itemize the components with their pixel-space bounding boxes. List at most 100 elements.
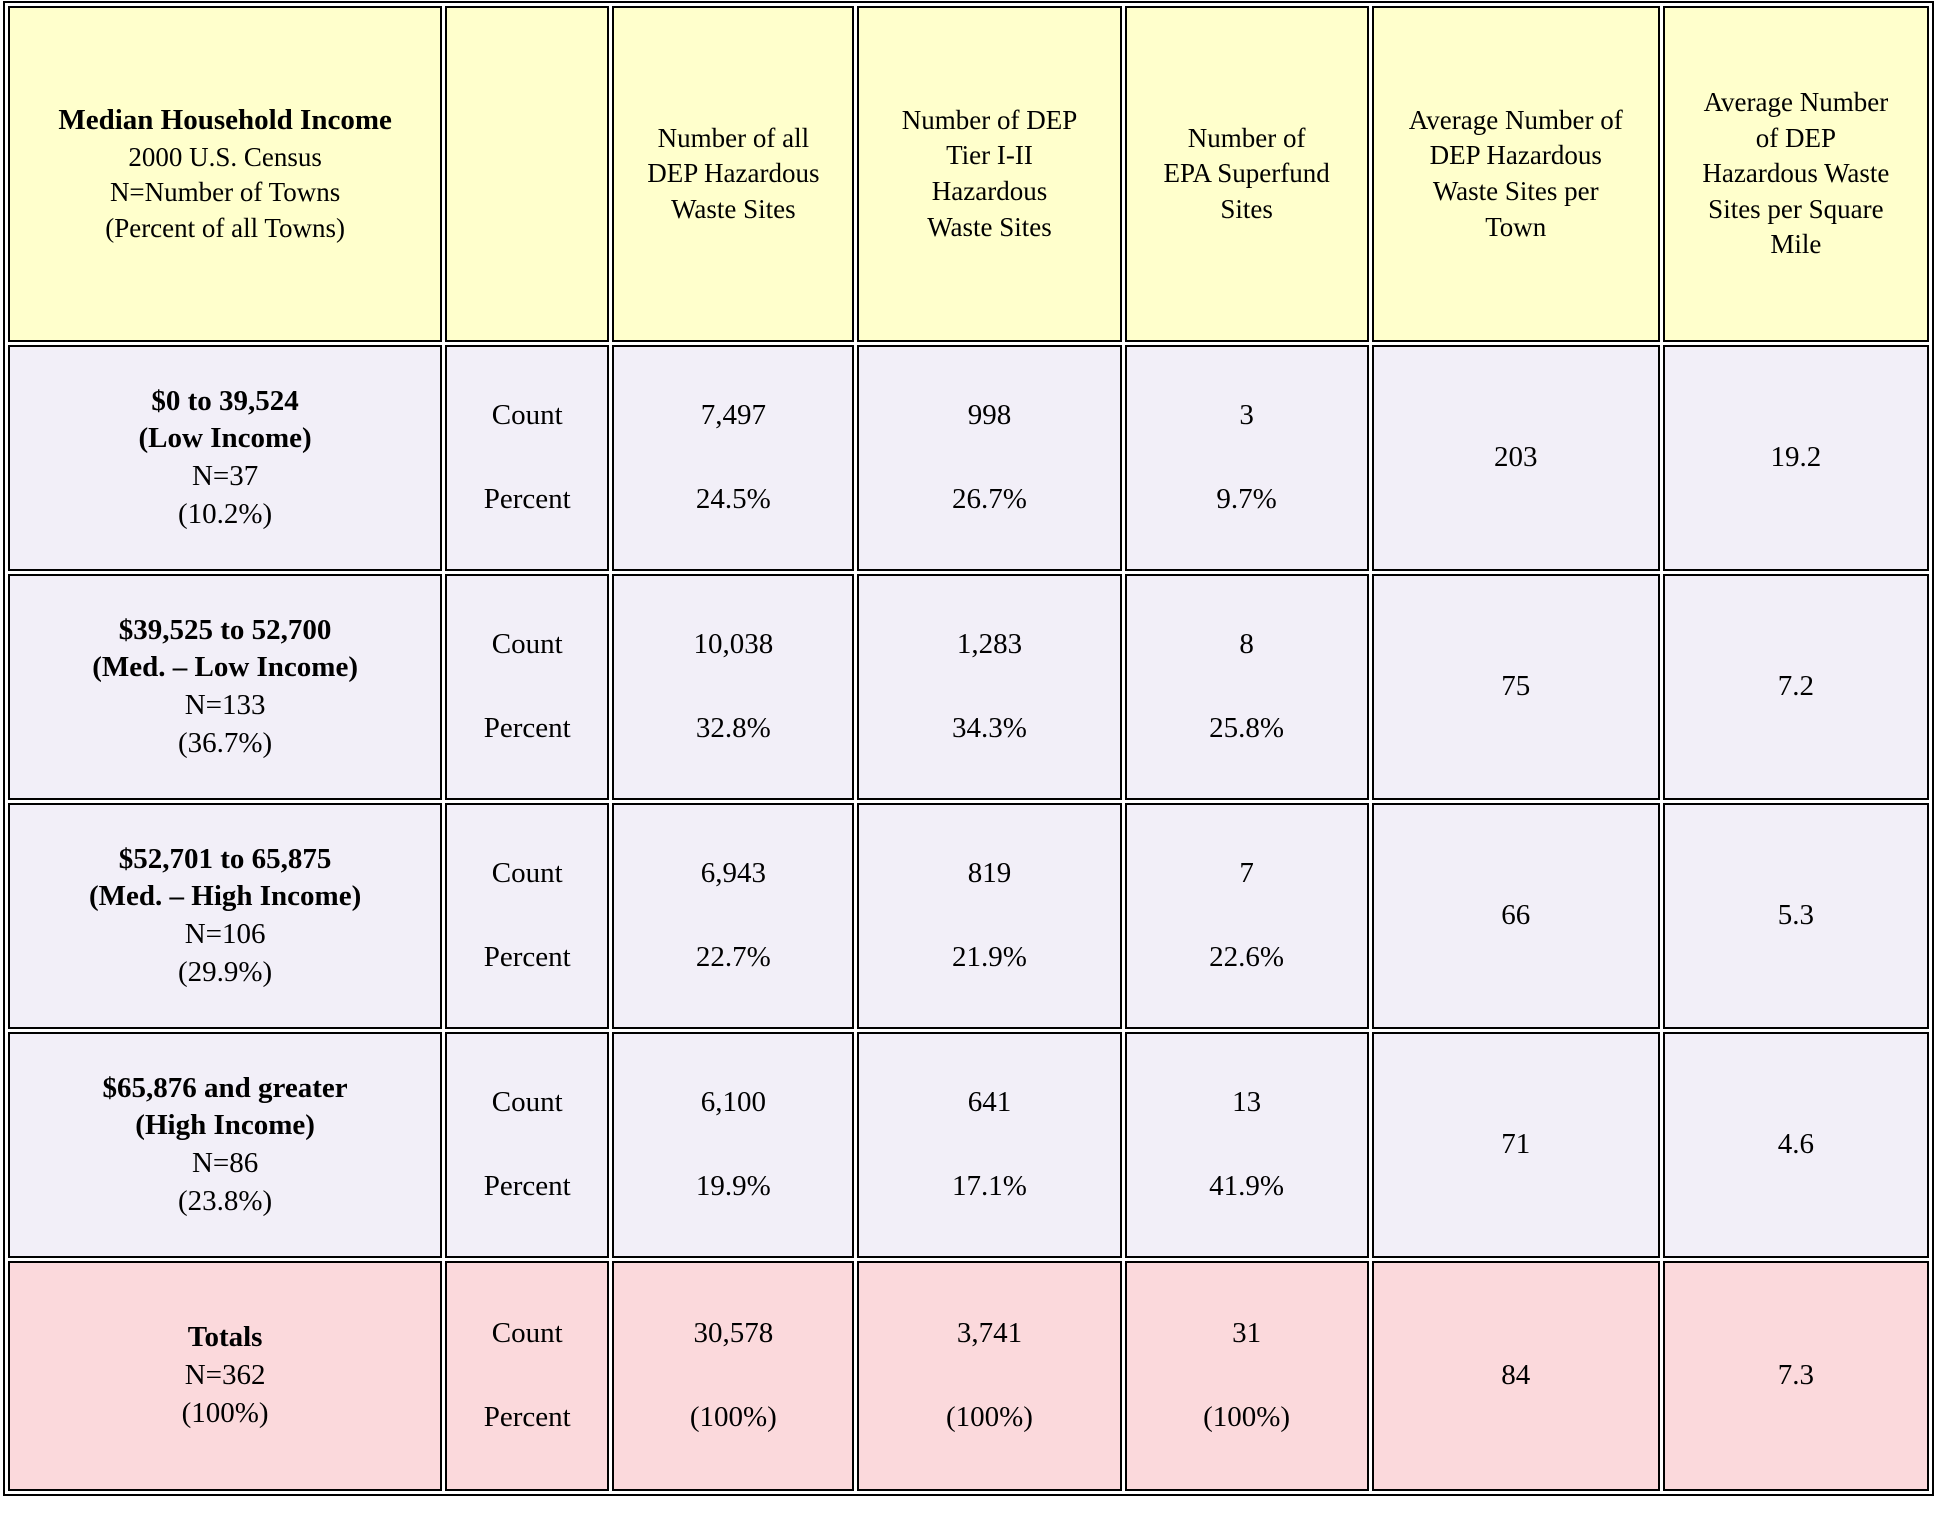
- percent-label: Percent: [483, 941, 571, 973]
- header-income-title: Median Household Income: [58, 104, 392, 137]
- count-value: 10,038: [693, 628, 774, 661]
- tier-sites-cell: 641 17.1%: [857, 1032, 1122, 1258]
- avg-per-sq-mile-cell: 7.3: [1662, 1261, 1929, 1491]
- count-value: 819: [967, 857, 1012, 890]
- header-spacer-cell: [445, 6, 610, 342]
- percent-value: 21.9%: [952, 941, 1027, 973]
- avg-per-town-cell: 71: [1371, 1032, 1660, 1258]
- income-range-label: $52,701 to 65,875 (Med. – High Income): [88, 842, 362, 913]
- count-value: 7: [1239, 857, 1254, 890]
- count-label: Count: [491, 1086, 563, 1119]
- percent-value: (100%): [689, 1401, 777, 1433]
- count-label: Count: [491, 1317, 563, 1350]
- percent-value: 9.7%: [1216, 483, 1277, 515]
- count-label: Count: [491, 399, 563, 432]
- avg-per-town-value: 84: [1501, 1359, 1531, 1392]
- percent-value: 32.8%: [695, 712, 771, 744]
- income-label-cell: $65,876 and greater (High Income) N=86 (…: [8, 1032, 443, 1258]
- all-dep-sites-cell: 7,497 24.5%: [612, 345, 855, 571]
- percent-value: 19.9%: [695, 1170, 771, 1202]
- header-income-subtitle: 2000 U.S. Census N=Number of Towns (Perc…: [105, 141, 345, 243]
- count-percent-label-cell: Count Percent: [445, 803, 610, 1029]
- table-row-high-income: $65,876 and greater (High Income) N=86 (…: [8, 1032, 1929, 1258]
- avg-per-sq-mile-value: 5.3: [1777, 899, 1815, 932]
- income-label-cell: $0 to 39,524 (Low Income) N=37 (10.2%): [8, 345, 443, 571]
- avg-per-town-value: 203: [1493, 441, 1538, 474]
- header-tier-sites-cell: Number of DEP Tier I-II Hazardous Waste …: [857, 6, 1122, 342]
- header-income-cell: Median Household Income 2000 U.S. Census…: [8, 6, 443, 342]
- superfund-sites-cell: 3 9.7%: [1124, 345, 1369, 571]
- superfund-sites-cell: 13 41.9%: [1124, 1032, 1369, 1258]
- count-value: 8: [1239, 628, 1254, 661]
- tier-sites-cell: 998 26.7%: [857, 345, 1122, 571]
- header-avg-per-town-cell: Average Number of DEP Hazardous Waste Si…: [1371, 6, 1660, 342]
- count-value: 998: [967, 399, 1012, 432]
- all-dep-sites-cell: 30,578 (100%): [612, 1261, 855, 1491]
- all-dep-sites-cell: 6,100 19.9%: [612, 1032, 855, 1258]
- count-value: 6,100: [700, 1086, 766, 1119]
- percent-label: Percent: [483, 1401, 571, 1433]
- income-n-label: N=37 (10.2%): [177, 460, 273, 530]
- avg-per-town-cell: 75: [1371, 574, 1660, 800]
- header-avg-per-town-label: Average Number of DEP Hazardous Waste Si…: [1408, 104, 1623, 242]
- header-row: Median Household Income 2000 U.S. Census…: [8, 6, 1929, 342]
- count-value: 31: [1232, 1317, 1262, 1350]
- income-range-label: $65,876 and greater (High Income): [102, 1071, 348, 1142]
- percent-value: 41.9%: [1209, 1170, 1285, 1202]
- percent-label: Percent: [483, 483, 571, 515]
- count-percent-label-cell: Count Percent: [445, 1261, 610, 1491]
- header-avg-per-sq-mile-cell: Average Number of DEP Hazardous Waste Si…: [1662, 6, 1929, 342]
- percent-label: Percent: [483, 1170, 571, 1202]
- count-percent-label-cell: Count Percent: [445, 345, 610, 571]
- income-range-label: $0 to 39,524 (Low Income): [138, 384, 312, 455]
- avg-per-sq-mile-value: 7.3: [1777, 1359, 1815, 1392]
- income-hazardous-waste-table: Median Household Income 2000 U.S. Census…: [3, 1, 1934, 1496]
- avg-per-town-value: 75: [1501, 670, 1531, 703]
- all-dep-sites-cell: 10,038 32.8%: [612, 574, 855, 800]
- count-value: 1,283: [956, 628, 1023, 661]
- avg-per-sq-mile-value: 4.6: [1777, 1128, 1815, 1161]
- percent-value: 24.5%: [695, 483, 771, 515]
- totals-n-label: N=362 (100%): [181, 1359, 269, 1429]
- avg-per-sq-mile-cell: 19.2: [1662, 345, 1929, 571]
- superfund-sites-cell: 31 (100%): [1124, 1261, 1369, 1491]
- table-row-med-low-income: $39,525 to 52,700 (Med. – Low Income) N=…: [8, 574, 1929, 800]
- income-label-cell: $52,701 to 65,875 (Med. – High Income) N…: [8, 803, 443, 1029]
- count-value: 30,578: [693, 1317, 774, 1350]
- header-superfund-sites-label: Number of EPA Superfund Sites: [1163, 122, 1330, 224]
- count-value: 3,741: [956, 1317, 1023, 1350]
- percent-value: 34.3%: [952, 712, 1027, 744]
- totals-label: Totals: [187, 1321, 263, 1354]
- tier-sites-cell: 3,741 (100%): [857, 1261, 1122, 1491]
- superfund-sites-cell: 8 25.8%: [1124, 574, 1369, 800]
- avg-per-town-value: 66: [1501, 899, 1531, 932]
- count-label: Count: [491, 857, 563, 890]
- count-label: Count: [491, 628, 563, 661]
- header-avg-per-sq-mile-label: Average Number of DEP Hazardous Waste Si…: [1702, 86, 1890, 260]
- percent-value: 22.6%: [1209, 941, 1285, 973]
- avg-per-town-cell: 66: [1371, 803, 1660, 1029]
- all-dep-sites-cell: 6,943 22.7%: [612, 803, 855, 1029]
- count-value: 3: [1239, 399, 1254, 432]
- avg-per-sq-mile-cell: 5.3: [1662, 803, 1929, 1029]
- header-superfund-sites-cell: Number of EPA Superfund Sites: [1124, 6, 1369, 342]
- avg-per-town-cell: 203: [1371, 345, 1660, 571]
- percent-label: Percent: [483, 712, 571, 744]
- header-all-dep-sites-cell: Number of all DEP Hazardous Waste Sites: [612, 6, 855, 342]
- table-row-med-high-income: $52,701 to 65,875 (Med. – High Income) N…: [8, 803, 1929, 1029]
- avg-per-sq-mile-value: 7.2: [1777, 670, 1815, 703]
- percent-value: 17.1%: [952, 1170, 1027, 1202]
- percent-value: 22.7%: [695, 941, 771, 973]
- income-n-label: N=106 (29.9%): [177, 918, 273, 988]
- avg-per-sq-mile-cell: 7.2: [1662, 574, 1929, 800]
- avg-per-town-cell: 84: [1371, 1261, 1660, 1491]
- percent-value: 25.8%: [1209, 712, 1285, 744]
- percent-value: 26.7%: [952, 483, 1027, 515]
- income-n-label: N=86 (23.8%): [177, 1147, 273, 1217]
- count-value: 7,497: [700, 399, 766, 432]
- avg-per-sq-mile-cell: 4.6: [1662, 1032, 1929, 1258]
- count-value: 6,943: [700, 857, 766, 890]
- avg-per-sq-mile-value: 19.2: [1770, 441, 1822, 474]
- superfund-sites-cell: 7 22.6%: [1124, 803, 1369, 1029]
- count-value: 641: [967, 1086, 1012, 1119]
